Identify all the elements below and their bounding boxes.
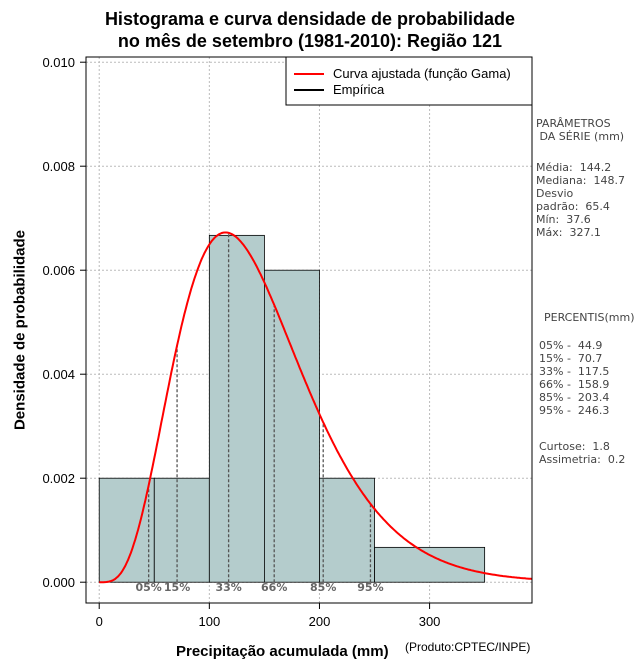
x-axis-label: Precipitação acumulada (mm): [176, 643, 389, 660]
shape-stats: Curtose: 1.8 Assimetria: 0.2: [539, 440, 626, 466]
parametros-values: Média: 144.2 Mediana: 148.7 Desvio padrã…: [536, 161, 625, 239]
chart-title-line2: no mês de setembro (1981-2010): Região 1…: [117, 31, 503, 51]
axes: 0 100 200 300 0.000 0.002 0.004 0.006 0.008 0.010: [42, 55, 440, 629]
gamma-curve-layer: [99, 231, 533, 584]
x-tick-label: 0: [96, 614, 103, 629]
legend-box: [285, 56, 533, 106]
y-tick-label: 0.006: [42, 263, 75, 278]
parametros-header: PARÂMETROS DA SÉRIE (mm): [536, 117, 625, 143]
histogram-bar: [153, 477, 210, 583]
legend-label-fit: Curva ajustada (função Gama): [333, 66, 511, 81]
percentile-label: 66%: [261, 581, 287, 594]
percentile-markers: 05% 15% 33% 66% 85% 95%: [135, 232, 384, 594]
histogram-bar: [374, 546, 486, 583]
x-tick-label: 300: [419, 614, 441, 629]
chart-title-line1: Histograma e curva densidade de probabil…: [104, 9, 516, 29]
percentile-label: 33%: [215, 581, 241, 594]
histogram-bars: [98, 234, 486, 583]
histogram-bar: [319, 477, 375, 583]
percentis-header: PERCENTIS(mm): [544, 311, 635, 324]
legend-label-empirical: Empírica: [333, 82, 385, 97]
x-tick-label: 200: [309, 614, 331, 629]
histogram-bar: [208, 234, 265, 583]
y-tick-label: 0.008: [42, 159, 75, 174]
y-tick-label: 0.000: [42, 575, 75, 590]
y-tick-label: 0.010: [42, 55, 75, 70]
y-tick-label: 0.002: [42, 471, 75, 486]
x-tick-label: 100: [198, 614, 220, 629]
gamma-fit-curve: [99, 231, 533, 584]
percentile-label: 95%: [357, 581, 383, 594]
percentile-label: 05%: [135, 581, 161, 594]
percentile-label: 15%: [164, 581, 190, 594]
percentile-label: 85%: [310, 581, 336, 594]
histogram-bar: [263, 269, 320, 583]
percentis-values: 05% - 44.9 15% - 70.7 33% - 117.5 66% - …: [539, 339, 610, 417]
y-axis-label: Densidade de probabilidade: [11, 229, 29, 431]
legend: Curva ajustada (função Gama) Empírica: [285, 56, 533, 106]
credit-text: (Produto:CPTEC/INPE): [405, 640, 531, 654]
y-tick-label: 0.004: [42, 367, 75, 382]
